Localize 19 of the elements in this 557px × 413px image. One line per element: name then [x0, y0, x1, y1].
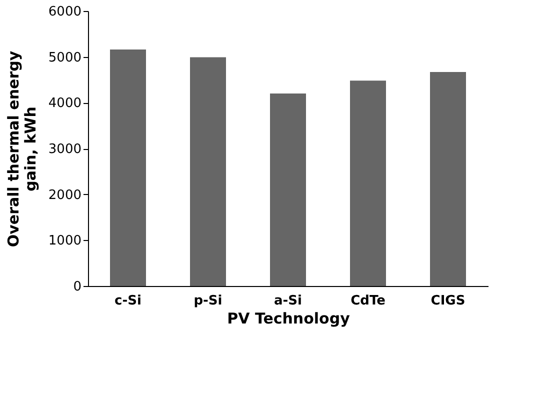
bar — [270, 94, 306, 286]
y-tick-label: 3000 — [48, 142, 82, 157]
x-tick-label: a-Si — [274, 294, 302, 308]
bar — [190, 57, 226, 286]
x-tick-label: c-Si — [114, 294, 142, 308]
y-tick-label: 5000 — [48, 50, 82, 66]
y-tick-label: 4000 — [48, 96, 82, 112]
x-axis-title: PV Technology — [227, 310, 350, 328]
bar — [110, 50, 146, 286]
y-tick-label: 0 — [73, 280, 82, 294]
y-tick-label: 2000 — [48, 188, 82, 203]
y-axis-title: Overall thermal energy gain, kWh — [4, 50, 40, 248]
bar — [430, 72, 466, 286]
y-tick-label: 1000 — [48, 234, 82, 249]
x-tick-label: CdTe — [350, 294, 386, 308]
y-tick-label: 6000 — [48, 4, 82, 20]
x-tick-label: CIGS — [430, 294, 466, 308]
bar — [350, 80, 386, 286]
x-tick-label: p-Si — [194, 294, 222, 308]
